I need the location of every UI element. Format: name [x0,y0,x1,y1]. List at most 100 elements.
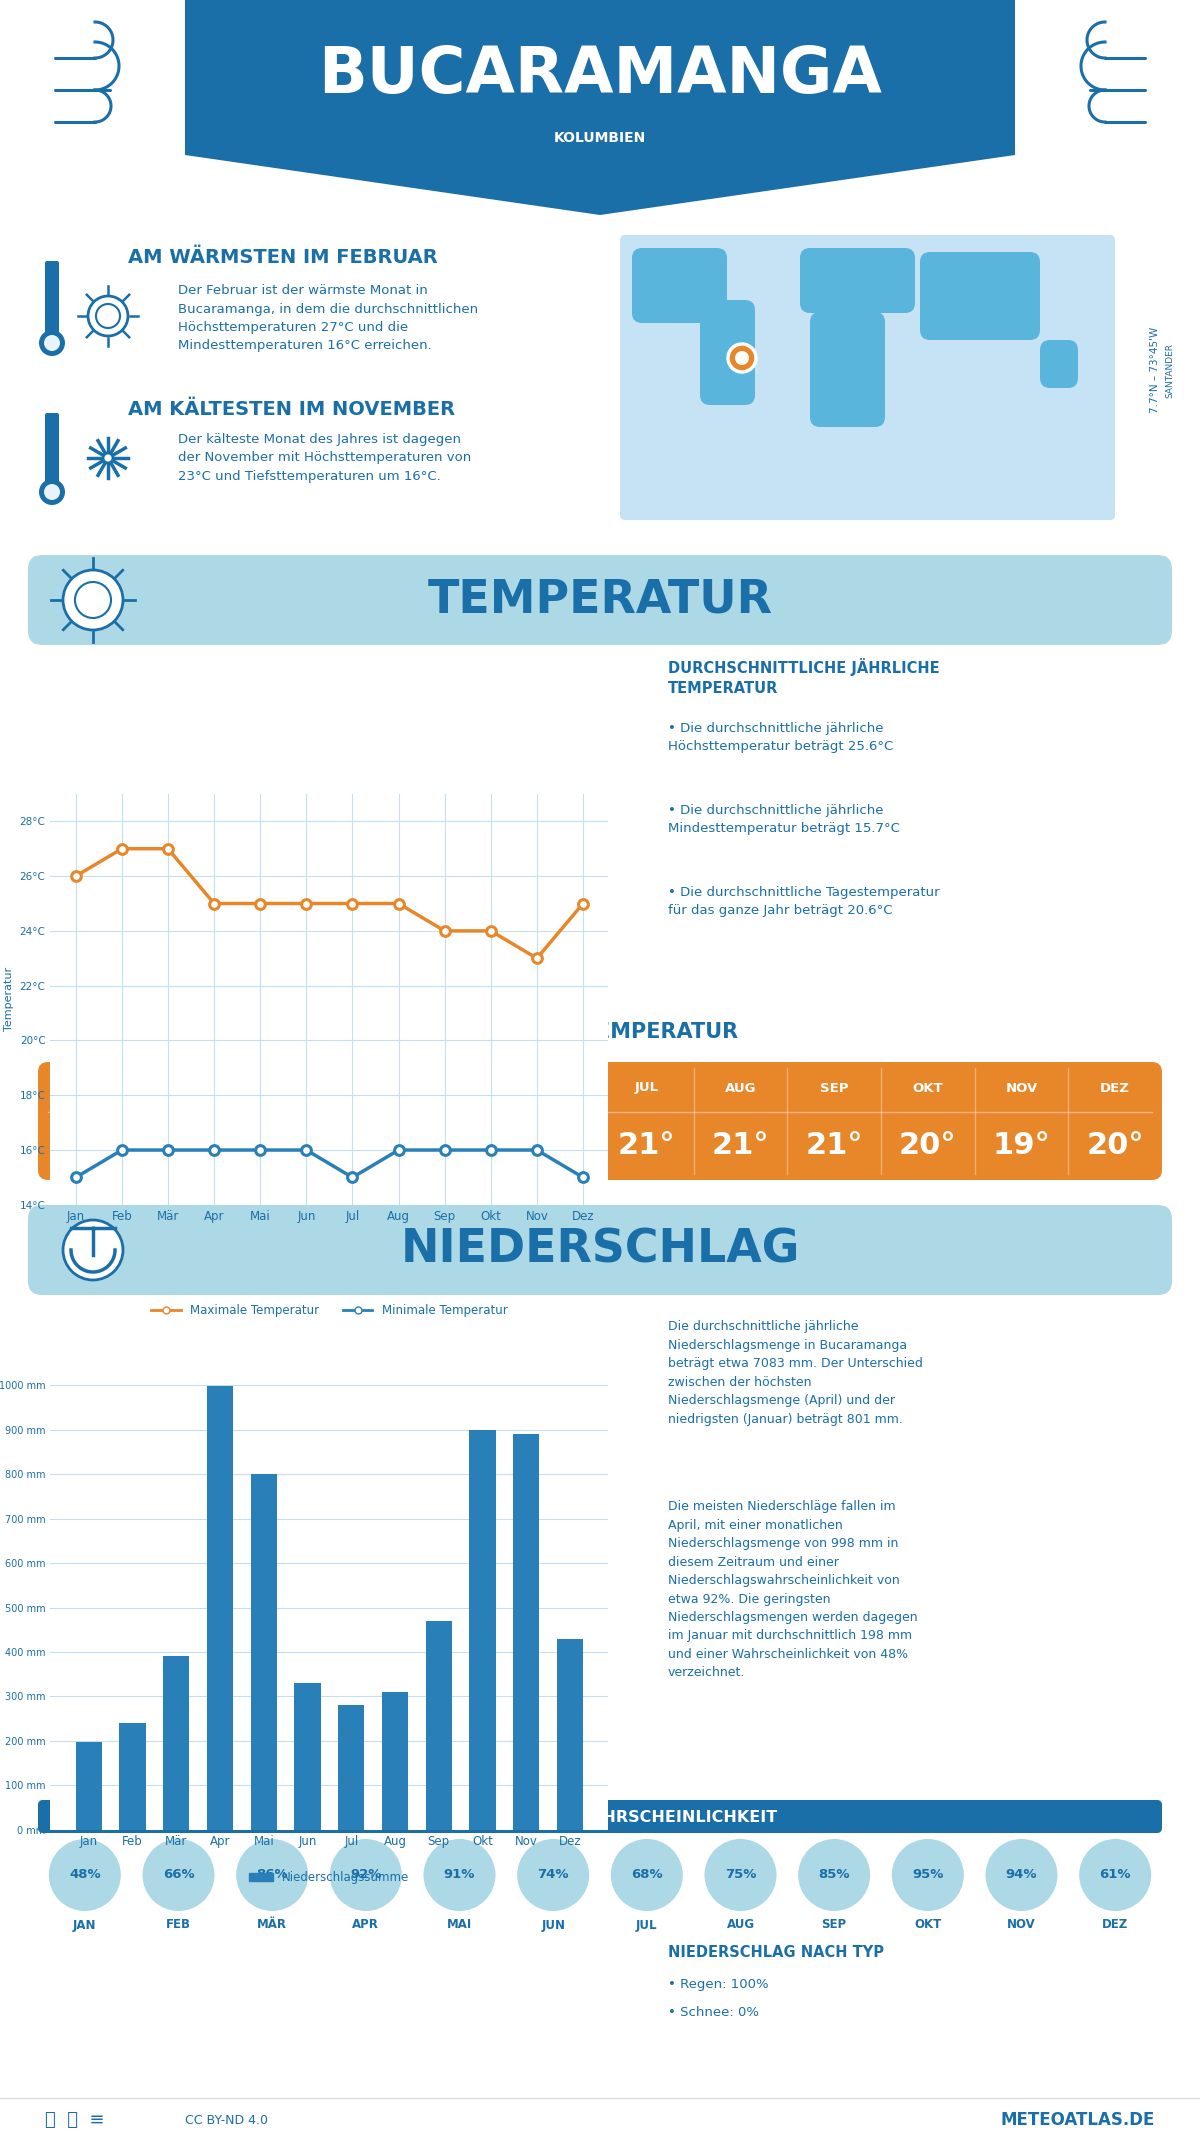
Text: Der kälteste Monat des Jahres ist dagegen
der November mit Höchsttemperaturen vo: Der kälteste Monat des Jahres ist dagege… [178,432,472,484]
Bar [382,1693,408,1830]
Text: 21°: 21° [150,1130,208,1160]
Text: APR: APR [350,1081,380,1094]
Text: NOV: NOV [1007,1917,1036,1932]
FancyBboxPatch shape [28,1205,1172,1295]
Text: AUG: AUG [726,1917,755,1932]
Text: TEMPERATUR: TEMPERATUR [427,578,773,623]
FancyBboxPatch shape [1040,340,1078,387]
Legend: Niederschlagssumme: Niederschlagssumme [245,1866,414,1890]
Circle shape [236,1838,308,1911]
Text: OKT: OKT [912,1081,943,1094]
Text: SANTANDER: SANTANDER [1165,342,1175,398]
Text: 66%: 66% [163,1868,194,1881]
Text: 48%: 48% [70,1868,101,1881]
Text: JAN: JAN [72,1081,98,1094]
Circle shape [611,1838,683,1911]
Text: SEP: SEP [822,1917,847,1932]
Text: APR: APR [353,1917,379,1932]
FancyBboxPatch shape [920,253,1040,340]
Polygon shape [185,0,1015,214]
Text: Die durchschnittliche jährliche
Niederschlagsmenge in Bucaramanga
beträgt etwa 7: Die durchschnittliche jährliche Niedersc… [668,1320,923,1425]
Text: MÄR: MÄR [256,1081,289,1094]
Text: 74%: 74% [538,1868,569,1881]
FancyBboxPatch shape [46,261,59,340]
Text: AM WÄRMSTEN IM FEBRUAR: AM WÄRMSTEN IM FEBRUAR [128,248,438,268]
Bar [120,1723,145,1830]
FancyBboxPatch shape [38,1061,1162,1179]
Text: 21°: 21° [805,1130,863,1160]
Circle shape [44,484,60,501]
Text: 91%: 91% [444,1868,475,1881]
Text: JAN: JAN [73,1917,96,1932]
Text: 85%: 85% [818,1868,850,1881]
Text: CC BY-ND 4.0: CC BY-ND 4.0 [185,2114,268,2127]
Text: MAI: MAI [445,1081,474,1094]
Text: JUN: JUN [541,1917,565,1932]
Text: • Regen: 100%: • Regen: 100% [668,1977,769,1990]
Text: FEB: FEB [164,1081,193,1094]
Text: DURCHSCHNITTLICHE JÄHRLICHE
TEMPERATUR: DURCHSCHNITTLICHE JÄHRLICHE TEMPERATUR [668,657,940,696]
Text: JUL: JUL [635,1081,659,1094]
Text: 21°: 21° [431,1130,488,1160]
FancyBboxPatch shape [46,413,59,488]
Circle shape [892,1838,964,1911]
Circle shape [103,454,113,462]
Bar [206,1387,233,1830]
Text: 95%: 95% [912,1868,943,1881]
Text: JUL: JUL [636,1917,658,1932]
Text: OKT: OKT [914,1917,942,1932]
Circle shape [74,582,112,618]
Text: 7.7°N – 73°45'W: 7.7°N – 73°45'W [1150,327,1160,413]
Circle shape [49,1838,121,1911]
Circle shape [704,1838,776,1911]
Bar [469,1430,496,1830]
Text: 21°: 21° [56,1130,114,1160]
Text: AM KÄLTESTEN IM NOVEMBER: AM KÄLTESTEN IM NOVEMBER [128,400,455,419]
Text: AUG: AUG [725,1081,756,1094]
Circle shape [798,1838,870,1911]
Text: • Die durchschnittliche jährliche
Mindesttemperatur beträgt 15.7°C: • Die durchschnittliche jährliche Mindes… [668,805,900,835]
Text: KOLUMBIEN: KOLUMBIEN [554,131,646,146]
Text: 68%: 68% [631,1868,662,1881]
Text: 21°: 21° [244,1130,301,1160]
Y-axis label: Temperatur: Temperatur [4,967,14,1031]
Text: 21°: 21° [618,1130,676,1160]
Text: 19°: 19° [992,1130,1050,1160]
Circle shape [517,1838,589,1911]
Text: Der Februar ist der wärmste Monat in
Bucaramanga, in dem die durchschnittlichen
: Der Februar ist der wärmste Monat in Buc… [178,285,478,353]
Text: METEOATLAS.DE: METEOATLAS.DE [1001,2110,1154,2129]
Circle shape [64,1220,124,1280]
Text: FEB: FEB [166,1917,191,1932]
FancyBboxPatch shape [700,300,755,404]
Text: NIEDERSCHLAGSWAHRSCHEINLICHKEIT: NIEDERSCHLAGSWAHRSCHEINLICHKEIT [422,1810,778,1825]
Text: • Die durchschnittliche Tagestemperatur
für das ganze Jahr beträgt 20.6°C: • Die durchschnittliche Tagestemperatur … [668,886,940,918]
Text: 21°: 21° [712,1130,769,1160]
Bar [338,1706,365,1830]
Text: 61%: 61% [1099,1868,1130,1881]
Circle shape [424,1838,496,1911]
Text: MÄR: MÄR [257,1917,287,1932]
Text: DEZ: DEZ [1100,1081,1130,1094]
Circle shape [96,304,120,327]
Bar [251,1474,277,1830]
Text: 20°: 20° [899,1130,956,1160]
Text: JUN: JUN [540,1081,566,1094]
Text: 21°: 21° [524,1130,582,1160]
Circle shape [143,1838,215,1911]
Circle shape [44,336,60,351]
Text: TÄGLICHE TEMPERATUR: TÄGLICHE TEMPERATUR [462,1023,738,1042]
Text: • Schnee: 0%: • Schnee: 0% [668,2005,760,2018]
Circle shape [1079,1838,1151,1911]
Text: NIEDERSCHLAG: NIEDERSCHLAG [401,1228,799,1273]
Text: 75%: 75% [725,1868,756,1881]
Bar [514,1434,539,1830]
Circle shape [734,351,749,366]
Text: DEZ: DEZ [1102,1917,1128,1932]
Text: 21°: 21° [337,1130,395,1160]
FancyBboxPatch shape [800,248,916,312]
Text: 92%: 92% [350,1868,382,1881]
Circle shape [330,1838,402,1911]
Circle shape [38,330,65,355]
Bar [294,1682,320,1830]
Text: NOV: NOV [1006,1081,1038,1094]
